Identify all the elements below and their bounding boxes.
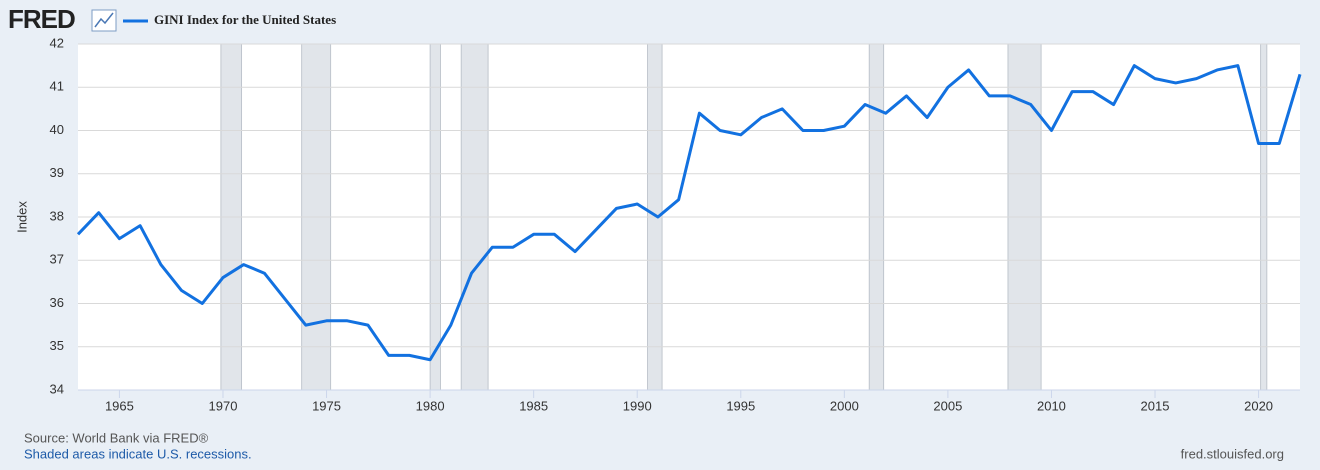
- note: Shaded areas indicate U.S. recessions.: [24, 446, 252, 461]
- x-tick-label: 1980: [416, 398, 445, 413]
- source: Source: World Bank via FRED®: [24, 430, 209, 445]
- x-tick-label: 1965: [105, 398, 134, 413]
- x-tick-label: 2020: [1244, 398, 1273, 413]
- y-tick-label: 39: [50, 165, 64, 180]
- logo: FRED: [8, 4, 75, 34]
- y-tick-label: 37: [50, 252, 64, 267]
- y-tick-label: 40: [50, 122, 64, 137]
- y-axis-label: Index: [14, 201, 29, 233]
- x-tick-label: 2010: [1037, 398, 1066, 413]
- y-tick-label: 42: [50, 35, 64, 50]
- x-tick-label: 1995: [726, 398, 755, 413]
- y-tick-label: 35: [50, 338, 64, 353]
- series-line: [76, 64, 1302, 362]
- y-tick-label: 41: [50, 79, 64, 94]
- x-tick-label: 1985: [519, 398, 548, 413]
- site: fred.stlouisfed.org: [1181, 446, 1284, 461]
- x-tick-label: 2015: [1141, 398, 1170, 413]
- x-tick-label: 2005: [933, 398, 962, 413]
- y-tick-label: 36: [50, 295, 64, 310]
- x-tick-label: 1975: [312, 398, 341, 413]
- x-tick-label: 1970: [209, 398, 238, 413]
- y-tick-label: 34: [50, 381, 64, 396]
- y-tick-label: 38: [50, 208, 64, 223]
- logo-icon: [91, 9, 117, 32]
- legend-label: GINI Index for the United States: [154, 12, 336, 27]
- x-tick-label: 2000: [830, 398, 859, 413]
- x-tick-label: 1990: [623, 398, 652, 413]
